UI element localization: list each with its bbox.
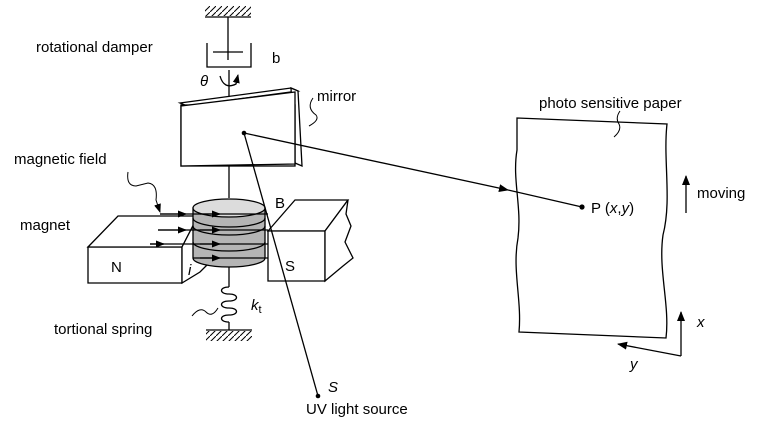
uv-source-dot bbox=[315, 393, 321, 399]
incident-ray bbox=[243, 132, 319, 397]
coordinate-axes bbox=[617, 311, 685, 357]
spring-label: tortional spring bbox=[54, 321, 152, 338]
theta-rotation-arrow bbox=[219, 74, 240, 87]
current-label: i bbox=[188, 262, 192, 279]
mirror bbox=[177, 86, 303, 168]
damper-label: rotational damper bbox=[36, 39, 153, 56]
spring-constant-subscript: t bbox=[259, 304, 262, 316]
photo-sensitive-paper bbox=[514, 117, 668, 339]
angle-label: θ bbox=[200, 73, 208, 90]
magnet-south bbox=[266, 199, 354, 283]
magnetic-field-leader bbox=[127, 171, 161, 213]
source-symbol-label: S bbox=[328, 379, 338, 396]
point-prefix: P ( bbox=[591, 200, 610, 217]
axis-x-label: x bbox=[696, 314, 705, 331]
magnetic-field-label: magnetic field bbox=[14, 151, 107, 168]
point-p-dot bbox=[579, 204, 585, 210]
point-comma: , bbox=[617, 200, 621, 217]
reflected-ray-continued bbox=[507, 189, 583, 208]
spring-constant-symbol: k bbox=[251, 297, 260, 314]
source-label: UV light source bbox=[306, 401, 408, 418]
north-pole-label: N bbox=[111, 259, 122, 276]
point-x: x bbox=[609, 200, 618, 217]
reflected-ray bbox=[243, 132, 509, 193]
spring-leader bbox=[191, 307, 219, 317]
south-pole-label: S bbox=[285, 258, 295, 275]
point-suffix: ) bbox=[629, 200, 634, 217]
top-ground bbox=[205, 6, 251, 18]
paper-label: photo sensitive paper bbox=[539, 95, 682, 112]
coil bbox=[192, 198, 266, 268]
torsional-spring bbox=[220, 267, 238, 330]
magnet-label: magnet bbox=[20, 217, 71, 234]
point-y: y bbox=[621, 200, 631, 217]
field-symbol-label: B bbox=[275, 195, 285, 212]
mirror-leader bbox=[308, 97, 318, 127]
mirror-label: mirror bbox=[317, 88, 356, 105]
rotational-damper bbox=[206, 43, 252, 68]
moving-label: moving bbox=[697, 185, 745, 202]
bottom-ground bbox=[206, 329, 252, 341]
point-p-label: P (x,y) bbox=[591, 200, 634, 217]
paper-leader bbox=[613, 110, 621, 138]
spring-constant-label: kt bbox=[251, 297, 262, 316]
axis-y-label: y bbox=[629, 356, 639, 373]
damping-coefficient-label: b bbox=[272, 50, 280, 67]
field-lines bbox=[150, 210, 268, 262]
